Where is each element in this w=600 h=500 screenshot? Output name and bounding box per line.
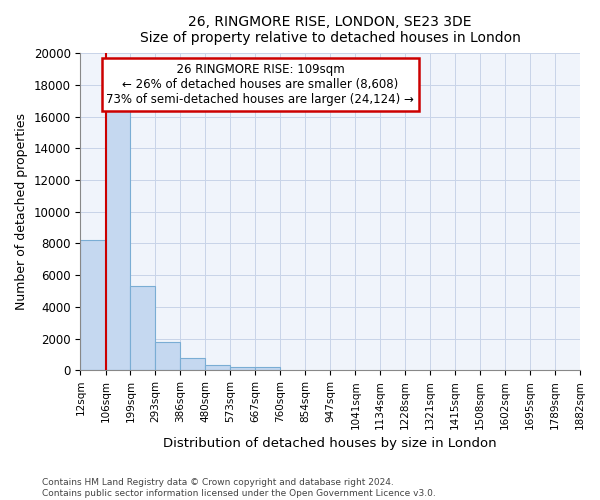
Bar [205, 364, 230, 370]
Y-axis label: Number of detached properties: Number of detached properties [15, 114, 28, 310]
Title: 26, RINGMORE RISE, LONDON, SE23 3DE
Size of property relative to detached houses: 26, RINGMORE RISE, LONDON, SE23 3DE Size… [140, 15, 521, 45]
Text: 26 RINGMORE RISE: 109sqm  
← 26% of detached houses are smaller (8,608)
73% of s: 26 RINGMORE RISE: 109sqm ← 26% of detach… [106, 63, 414, 106]
Bar [256, 367, 280, 370]
Bar [230, 367, 256, 370]
Bar [80, 240, 106, 370]
Bar [155, 342, 181, 370]
Text: Contains HM Land Registry data © Crown copyright and database right 2024.
Contai: Contains HM Land Registry data © Crown c… [42, 478, 436, 498]
Bar [181, 358, 205, 370]
Bar [130, 286, 155, 370]
Bar [106, 107, 130, 370]
X-axis label: Distribution of detached houses by size in London: Distribution of detached houses by size … [163, 437, 497, 450]
